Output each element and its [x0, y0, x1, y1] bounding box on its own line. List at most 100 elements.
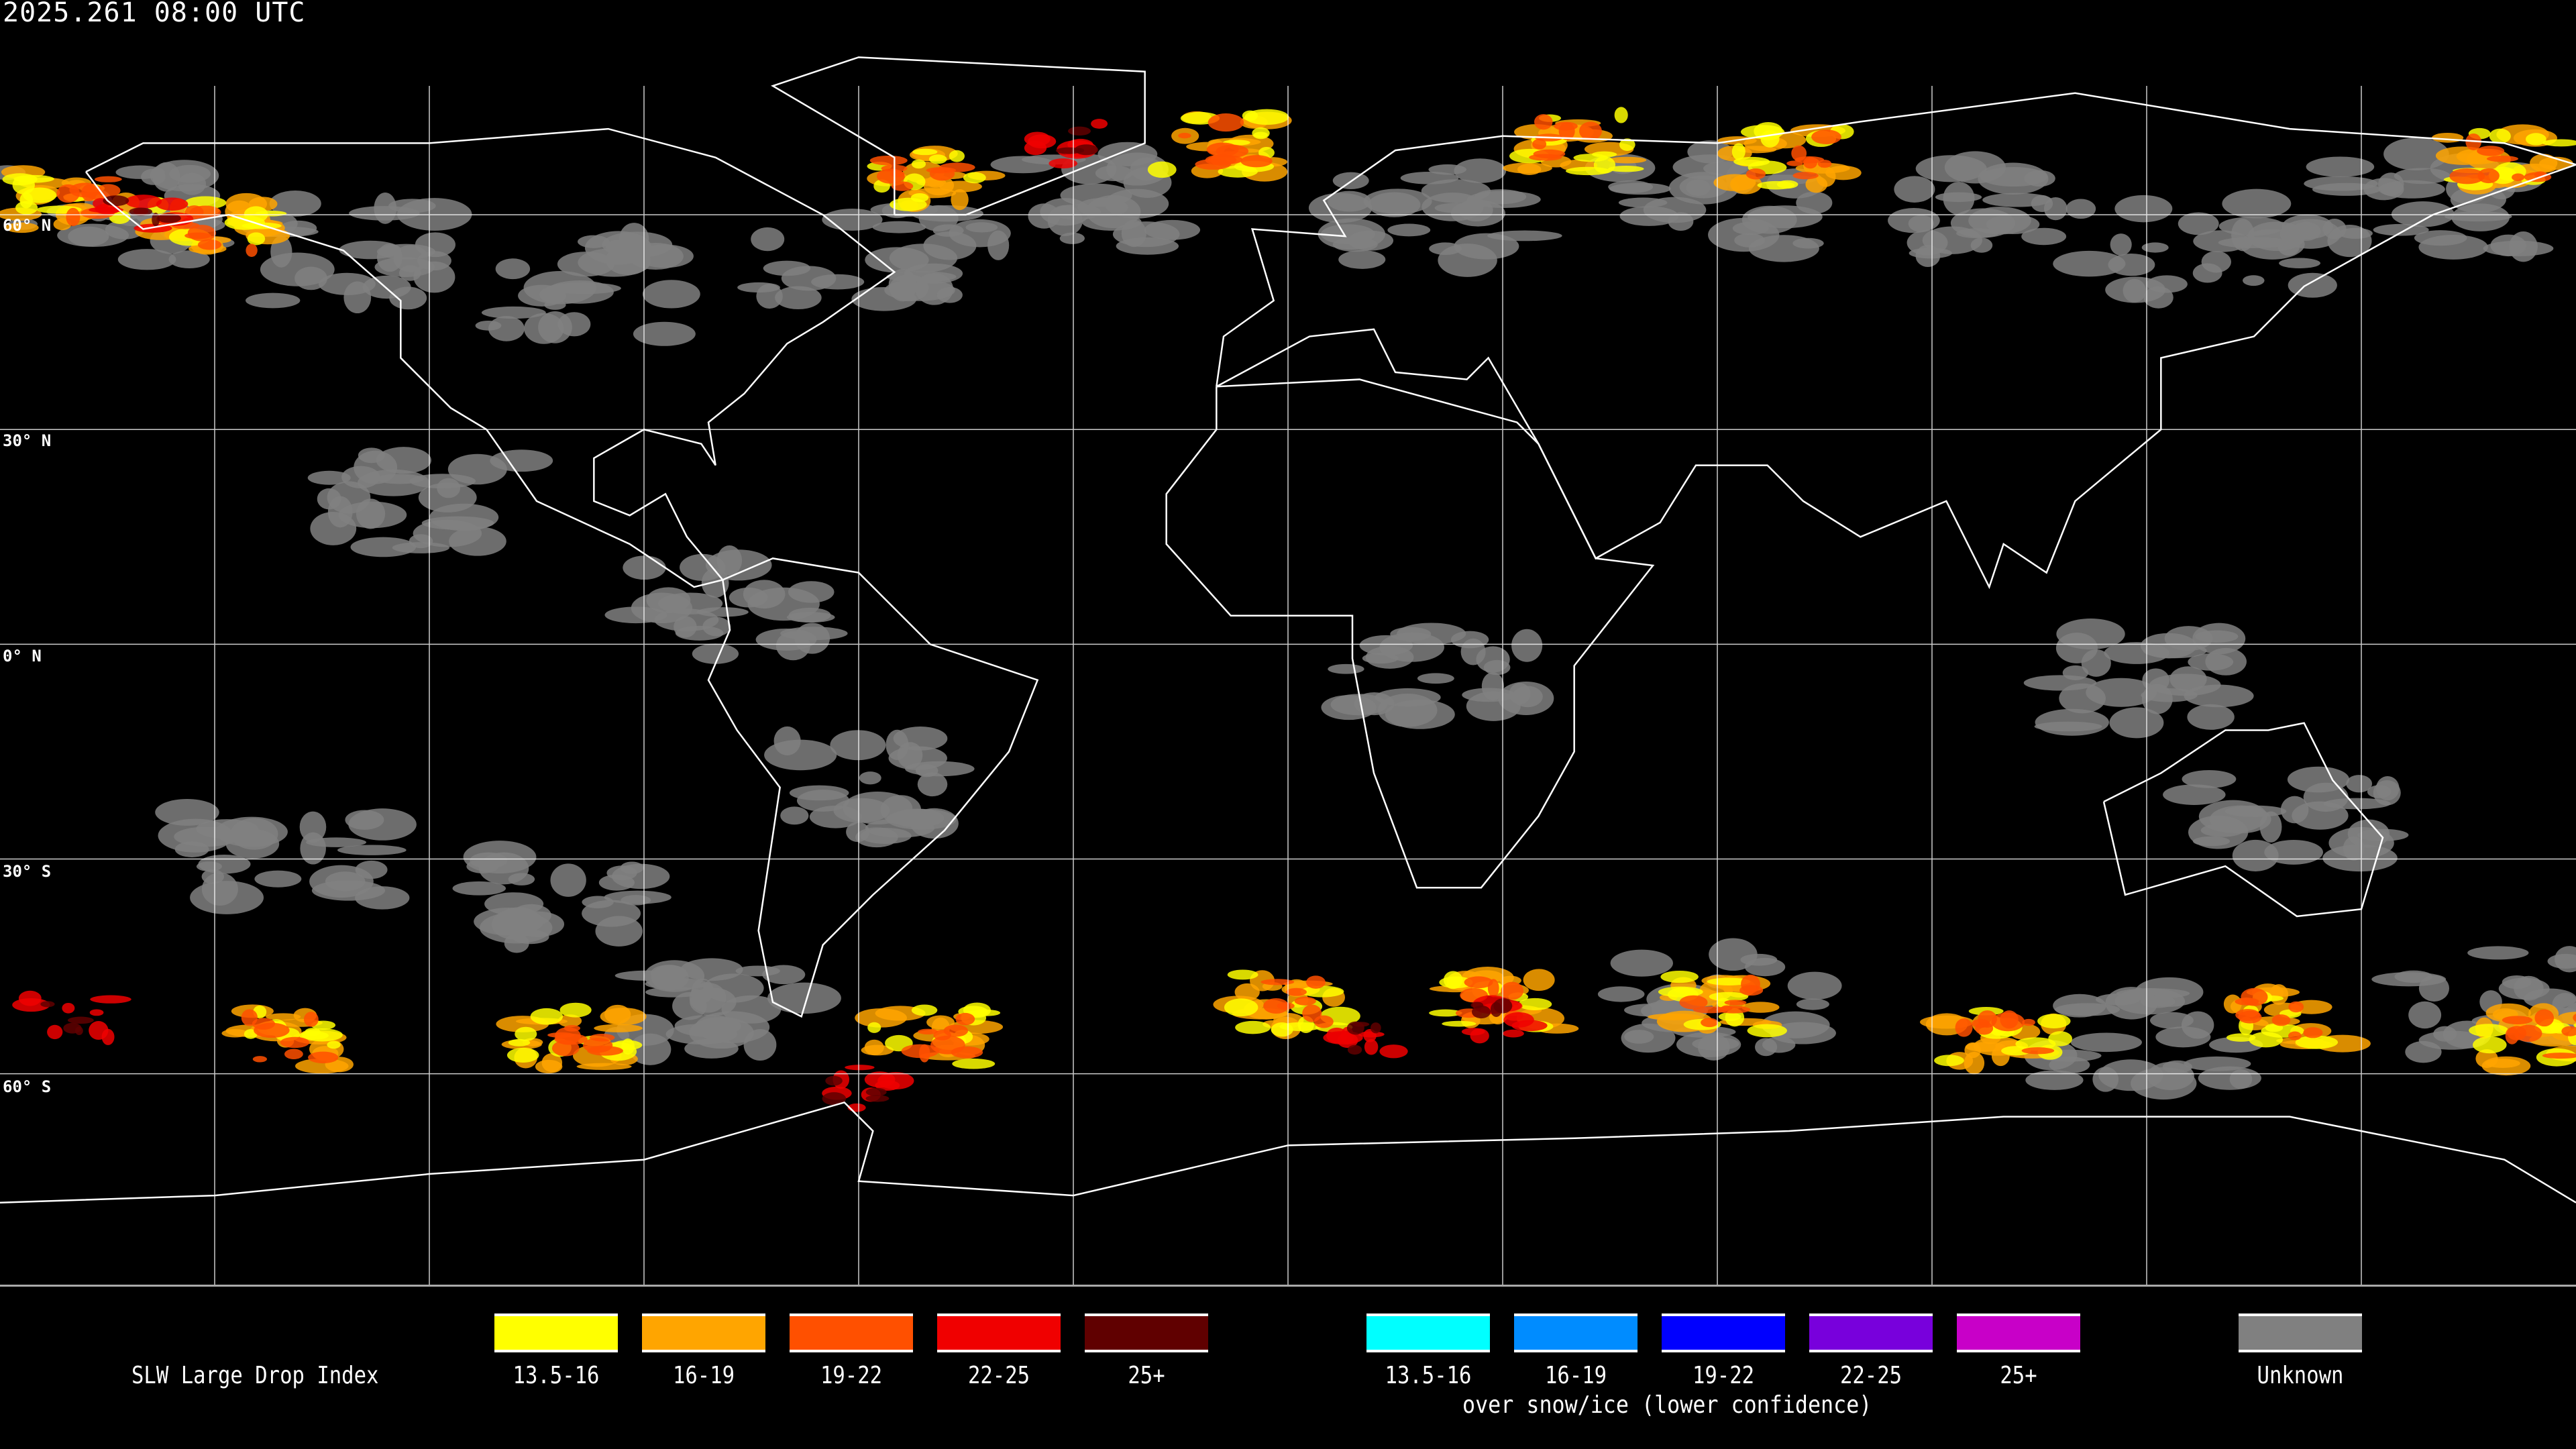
cloud-patch	[2530, 154, 2558, 172]
cloud-patch	[1660, 970, 1699, 983]
cloud-patch	[1755, 1038, 1778, 1057]
cloud-patch	[168, 250, 210, 269]
cloud-patch	[2557, 1012, 2576, 1025]
cloud-patch	[2280, 796, 2309, 824]
cloud-patch	[2481, 1056, 2531, 1076]
cloud-patch	[530, 1008, 564, 1025]
legend-unknown-swatch	[2239, 1313, 2362, 1352]
cloud-patch	[1748, 235, 1819, 262]
cloud-patch	[2149, 1012, 2194, 1029]
cloud-patch	[1614, 107, 1628, 123]
cloud-patch	[965, 222, 998, 233]
cloud-patch	[2143, 286, 2174, 309]
cloud-patch	[1679, 995, 1708, 1010]
cloud-patch	[2525, 133, 2546, 146]
cloud-patch	[2573, 1013, 2576, 1022]
coastline	[770, 56, 1146, 216]
cloud-patch	[2505, 1027, 2519, 1044]
cloud-patch	[2205, 647, 2247, 676]
cloud-patch	[594, 1024, 643, 1032]
cloud-patch	[524, 313, 564, 344]
cloud-patch	[1975, 1022, 1994, 1035]
timestamp: 2025.261 08:00 UTC	[3, 0, 306, 28]
cloud-patch	[1709, 991, 1749, 1002]
cloud-patch	[1234, 983, 1260, 1001]
legend-main-4-swatch	[1085, 1313, 1208, 1352]
cloud-patch	[254, 870, 302, 888]
cloud-patch	[101, 1028, 115, 1045]
cloud-patch	[1707, 977, 1751, 985]
cloud-patch	[721, 995, 782, 1024]
cloud-patch	[2000, 1010, 2019, 1029]
cloud-patch	[1359, 635, 1413, 656]
cloud-patch	[1533, 149, 1566, 159]
cloud-patch	[1286, 987, 1307, 996]
cloud-patch	[564, 1025, 581, 1032]
cloud-patch	[2486, 156, 2518, 162]
cloud-patch	[105, 220, 145, 239]
cloud-patch	[415, 232, 455, 258]
cloud-patch	[2201, 251, 2232, 273]
cloud-patch	[2512, 173, 2525, 181]
cloud-patch	[23, 187, 57, 203]
cloud-patch	[495, 258, 531, 280]
cloud-patch	[890, 197, 927, 211]
legend-main-2-label: 19-22	[820, 1362, 883, 1389]
cloud-patch	[2022, 1018, 2035, 1026]
cloud-patch	[1055, 147, 1082, 154]
cloud-patch	[1619, 206, 1679, 226]
cloud-patch	[409, 474, 476, 489]
cloud-patch	[1517, 998, 1552, 1010]
cloud-patch	[2184, 1056, 2251, 1071]
cloud-patch	[1737, 146, 1777, 154]
cloud-patch	[2502, 1016, 2533, 1024]
cloud-patch	[1049, 158, 1078, 169]
cloud-patch	[266, 1013, 301, 1021]
cloud-patch	[2021, 1047, 2055, 1055]
cloud-patch	[506, 1047, 539, 1063]
cloud-patch	[716, 545, 743, 576]
cloud-patch	[40, 1001, 55, 1008]
cloud-patch	[388, 199, 436, 213]
cloud-patch	[2573, 1023, 2576, 1027]
cloud-patch	[822, 209, 883, 231]
cloud-patch	[1417, 673, 1454, 684]
cloud-patch	[2287, 766, 2350, 793]
cloud-patch	[2182, 769, 2237, 788]
cloud-patch	[794, 623, 830, 654]
cloud-patch	[2015, 1037, 2056, 1051]
cloud-patch	[1618, 197, 1668, 208]
cloud-patch	[2534, 1009, 2555, 1027]
cloud-patch	[1692, 1036, 1739, 1051]
cloud-patch	[66, 207, 80, 227]
cloud-patch	[2178, 212, 2219, 235]
coastline	[2102, 722, 2384, 918]
cloud-patch	[1370, 1022, 1381, 1034]
cloud-patch	[2509, 231, 2538, 262]
cloud-patch	[1787, 971, 1842, 1000]
cloud-patch	[488, 316, 525, 341]
snow-ice-caption: over snow/ice (lower confidence)	[1462, 1391, 1872, 1419]
cloud-patch	[604, 606, 667, 624]
cloud-patch	[1746, 168, 1766, 180]
cloud-patch	[5, 222, 39, 233]
cloud-patch	[595, 916, 643, 947]
cloud-patch	[1195, 159, 1231, 170]
cloud-patch	[582, 1038, 613, 1053]
cloud-patch	[56, 184, 80, 203]
cloud-patch	[1442, 1020, 1477, 1027]
cloud-patch	[1740, 953, 1778, 966]
cloud-patch	[1379, 1044, 1408, 1059]
cloud-patch	[2346, 775, 2373, 793]
legend-main-2-swatch	[790, 1313, 913, 1352]
cloud-patch	[2303, 1027, 2323, 1038]
legend-main-3-swatch	[937, 1313, 1061, 1352]
cloud-patch	[910, 205, 983, 222]
cloud-patch	[2279, 258, 2320, 269]
cloud-patch	[2547, 953, 2576, 969]
cloud-patch	[604, 1004, 631, 1024]
cloud-patch	[646, 587, 691, 614]
cloud-patch	[911, 1004, 938, 1016]
cloud-patch	[762, 965, 806, 985]
cloud-patch	[1387, 223, 1431, 237]
